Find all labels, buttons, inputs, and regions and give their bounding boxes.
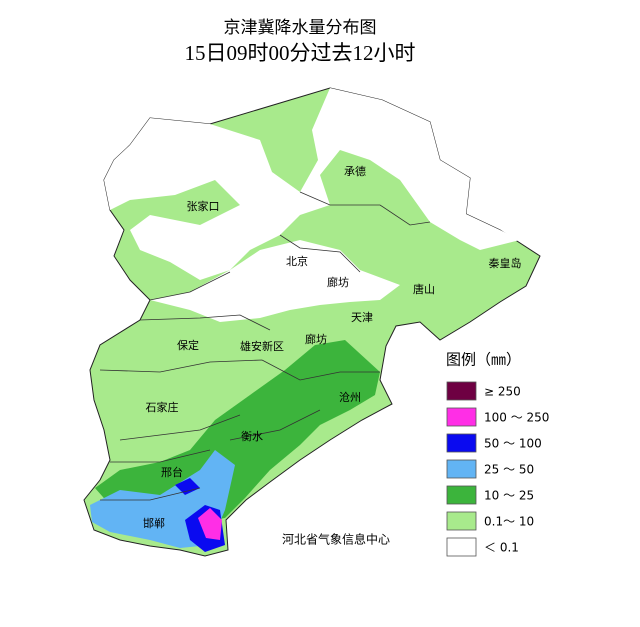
rain-100-250	[198, 508, 222, 540]
legend-title: 图例（㎜）	[446, 351, 521, 369]
legend-swatch	[446, 537, 477, 557]
place-label: 天津	[351, 311, 373, 324]
legend: 图例（㎜） ≥ 250 100 ～ 250 50 ～ 100 25 ～ 50 10 ～ …	[446, 351, 549, 557]
place-label: 雄安新区	[240, 339, 284, 353]
map-subtitle: 15日09时00分过去12小时	[185, 41, 416, 65]
legend-swatch	[446, 407, 477, 427]
legend-label: 0.1～ 10	[484, 515, 534, 529]
legend-label: 10 ～ 25	[484, 489, 534, 503]
rain-10-25	[95, 340, 380, 522]
legend-label: 100 ～ 250	[484, 411, 549, 425]
legend-swatch	[446, 459, 477, 479]
legend-label: 50 ～ 100	[484, 437, 542, 451]
place-label: 北京	[286, 254, 308, 268]
place-label: 廊坊	[327, 275, 349, 289]
place-label: 邢台	[161, 465, 183, 479]
legend-swatch	[446, 433, 477, 453]
place-label: 承德	[344, 164, 366, 178]
place-label: 沧州	[339, 390, 361, 404]
place-label: 唐山	[413, 282, 435, 296]
place-label: 廊坊	[305, 332, 327, 346]
region	[83, 87, 541, 557]
place-label: 邯郸	[143, 516, 165, 530]
legend-swatch	[446, 511, 477, 531]
place-label: 石家庄	[146, 400, 179, 414]
place-label: 秦皇岛	[489, 256, 522, 270]
dry-area	[150, 240, 400, 322]
place-label: 保定	[177, 338, 199, 352]
place-label: 衡水	[241, 430, 263, 443]
map-title: 京津冀降水量分布图	[224, 18, 377, 38]
source: 河北省气象信息中心	[282, 532, 390, 547]
legend-swatch	[446, 381, 477, 401]
dry-area	[104, 88, 520, 280]
legend-label: 25 ～ 50	[484, 463, 534, 477]
legend-label: ≥ 250	[484, 385, 521, 399]
legend-swatch	[446, 485, 477, 505]
boundary	[99, 191, 431, 501]
place-label: 张家口	[187, 199, 220, 213]
legend-label: ＜ 0.1	[484, 541, 519, 555]
